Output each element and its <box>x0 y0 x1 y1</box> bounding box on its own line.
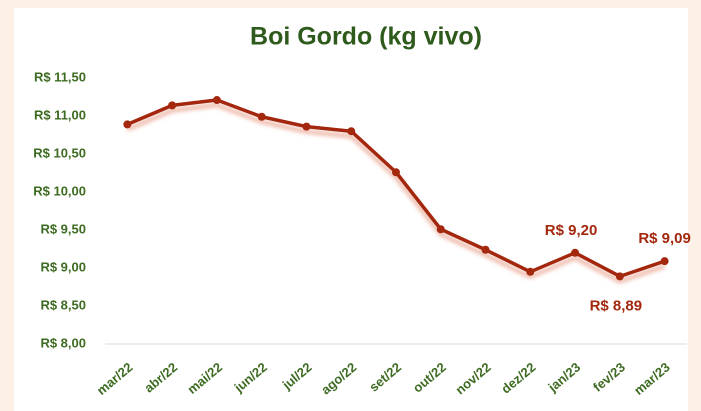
point <box>392 168 400 177</box>
y-tick-label: R$ 9,50 <box>40 221 86 236</box>
point <box>481 245 490 254</box>
y-tick-label: R$ 8,00 <box>40 335 86 350</box>
point <box>660 257 669 266</box>
y-tick-label: R$ 11,50 <box>34 69 86 84</box>
point <box>212 96 221 105</box>
point <box>302 122 311 131</box>
point <box>123 120 132 129</box>
data-label: R$ 9,09 <box>638 230 691 247</box>
chart-title: Boi Gordo (kg vivo) <box>250 23 482 51</box>
y-tick-label: R$ 10,50 <box>33 145 86 160</box>
point <box>526 267 535 276</box>
point <box>571 248 580 257</box>
data-label: R$ 9,20 <box>545 222 598 239</box>
point <box>168 101 177 110</box>
point <box>436 225 445 234</box>
y-tick-label: R$ 11,00 <box>34 107 86 122</box>
data-label: R$ 8,89 <box>590 297 643 314</box>
y-tick-label: R$ 10,00 <box>33 183 86 198</box>
y-tick-label: R$ 9,00 <box>40 259 86 274</box>
point <box>615 272 624 281</box>
point <box>347 127 356 136</box>
plot-background <box>14 8 688 411</box>
y-tick-label: R$ 8,50 <box>40 297 86 312</box>
point <box>257 112 266 121</box>
